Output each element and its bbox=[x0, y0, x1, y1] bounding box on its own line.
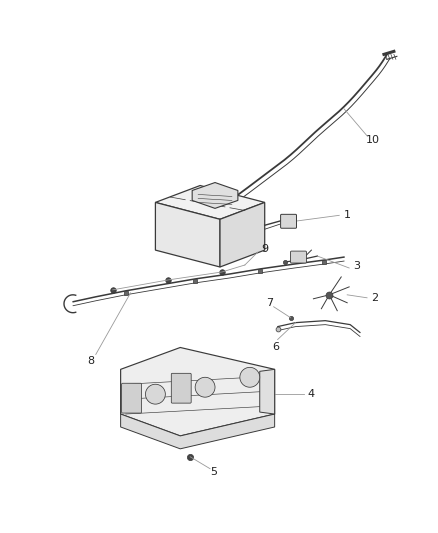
Circle shape bbox=[145, 384, 165, 404]
Polygon shape bbox=[192, 182, 238, 208]
Polygon shape bbox=[155, 203, 220, 267]
Polygon shape bbox=[120, 348, 275, 436]
Polygon shape bbox=[220, 203, 265, 267]
Circle shape bbox=[240, 367, 260, 387]
Polygon shape bbox=[260, 369, 275, 414]
Text: 2: 2 bbox=[371, 293, 378, 303]
Polygon shape bbox=[155, 185, 265, 219]
Text: 5: 5 bbox=[211, 467, 218, 477]
Text: 6: 6 bbox=[272, 343, 279, 352]
Text: 7: 7 bbox=[266, 298, 273, 308]
Text: 3: 3 bbox=[353, 261, 360, 271]
FancyBboxPatch shape bbox=[122, 383, 141, 413]
FancyBboxPatch shape bbox=[281, 214, 297, 228]
Text: 8: 8 bbox=[87, 357, 94, 366]
FancyBboxPatch shape bbox=[171, 373, 191, 403]
Text: 1: 1 bbox=[344, 211, 351, 220]
Circle shape bbox=[195, 377, 215, 397]
Text: 10: 10 bbox=[366, 135, 380, 145]
Polygon shape bbox=[120, 414, 275, 449]
Text: 9: 9 bbox=[261, 244, 268, 254]
Text: 4: 4 bbox=[308, 389, 315, 399]
FancyBboxPatch shape bbox=[290, 251, 307, 263]
